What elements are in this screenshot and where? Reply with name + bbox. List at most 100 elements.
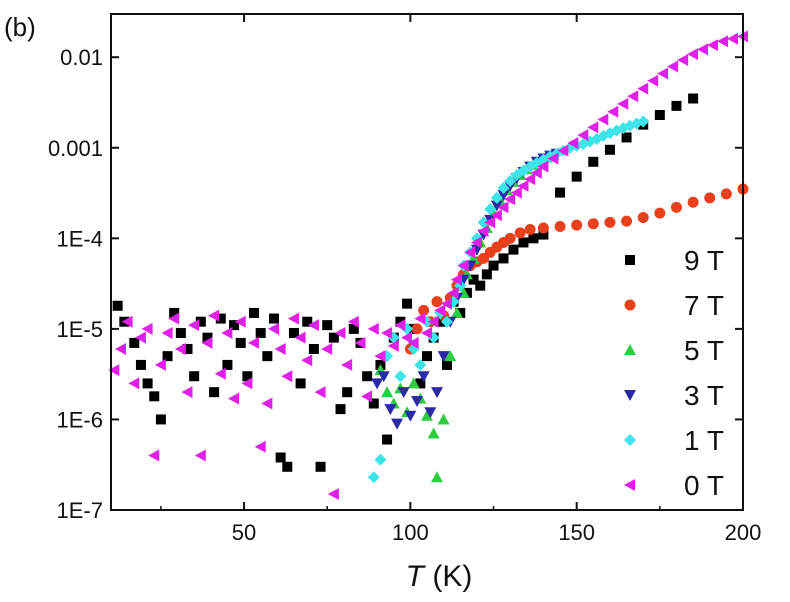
data-point bbox=[371, 378, 384, 390]
data-marks bbox=[108, 30, 749, 501]
series-5t bbox=[374, 149, 560, 483]
data-point bbox=[328, 332, 339, 343]
data-point bbox=[457, 259, 469, 272]
data-point bbox=[727, 32, 739, 45]
data-point bbox=[381, 327, 393, 340]
data-point bbox=[395, 316, 406, 327]
data-point bbox=[194, 449, 206, 462]
data-point bbox=[647, 74, 659, 87]
data-point bbox=[182, 343, 193, 354]
data-point bbox=[249, 307, 260, 318]
data-point bbox=[450, 306, 463, 318]
legend-entry: 0 T bbox=[624, 470, 724, 501]
data-point bbox=[484, 203, 497, 216]
data-point bbox=[497, 201, 509, 214]
data-point bbox=[161, 327, 173, 340]
data-point bbox=[504, 193, 516, 206]
data-point bbox=[431, 296, 443, 308]
data-point bbox=[434, 304, 446, 317]
x-tick-label: 150 bbox=[558, 520, 595, 545]
data-point bbox=[627, 90, 639, 103]
data-point bbox=[354, 336, 366, 349]
data-point bbox=[128, 377, 140, 390]
data-point bbox=[528, 233, 539, 244]
data-point bbox=[121, 315, 133, 328]
data-point bbox=[114, 342, 126, 355]
data-point bbox=[321, 342, 333, 355]
legend-label: 0 T bbox=[684, 470, 724, 501]
legend-marker bbox=[624, 344, 636, 355]
data-point bbox=[470, 236, 482, 249]
data-point bbox=[414, 312, 426, 325]
axes: 50 100 150 200 1E-7 1E-6 1E-5 1E-4 0.001 0.01 bbox=[48, 14, 761, 545]
data-point bbox=[450, 273, 462, 286]
data-point bbox=[384, 404, 397, 416]
data-point bbox=[175, 328, 186, 339]
data-point bbox=[162, 351, 173, 362]
data-point bbox=[141, 322, 153, 335]
data-point bbox=[477, 225, 489, 238]
series-0t bbox=[108, 30, 748, 501]
data-point bbox=[510, 186, 522, 199]
data-point bbox=[188, 319, 200, 332]
legend: 9 T 7 T 5 T 3 T 1 T 0 T bbox=[624, 245, 724, 501]
data-point bbox=[322, 320, 333, 331]
data-point bbox=[587, 121, 599, 134]
data-point bbox=[577, 129, 589, 142]
data-point bbox=[201, 336, 213, 349]
data-point bbox=[427, 315, 439, 328]
data-point bbox=[468, 274, 479, 285]
data-point bbox=[441, 359, 452, 370]
data-point bbox=[202, 332, 213, 343]
data-point bbox=[670, 201, 682, 213]
x-tick-label: 100 bbox=[392, 520, 429, 545]
data-point bbox=[221, 327, 233, 340]
legend-label: 9 T bbox=[684, 245, 724, 276]
legend-marker bbox=[625, 255, 635, 265]
data-point bbox=[377, 371, 390, 383]
data-point bbox=[687, 48, 699, 61]
data-point bbox=[347, 315, 359, 328]
data-point bbox=[607, 105, 619, 118]
data-point bbox=[697, 43, 709, 56]
data-point bbox=[394, 319, 406, 332]
data-point bbox=[437, 351, 450, 363]
data-point bbox=[504, 174, 517, 187]
data-point bbox=[430, 387, 443, 399]
data-point bbox=[637, 115, 650, 128]
data-point bbox=[308, 343, 319, 354]
legend-entry: 5 T bbox=[624, 335, 724, 366]
data-point bbox=[315, 461, 326, 472]
data-point bbox=[142, 378, 153, 389]
data-point bbox=[555, 187, 566, 198]
data-point bbox=[437, 413, 450, 425]
data-point bbox=[497, 181, 510, 194]
data-point bbox=[407, 377, 420, 389]
data-point bbox=[455, 307, 466, 318]
data-point bbox=[490, 200, 503, 212]
data-point bbox=[391, 418, 404, 430]
data-point bbox=[637, 211, 649, 223]
data-point bbox=[411, 395, 424, 407]
data-point bbox=[155, 414, 166, 425]
panel-label: (b) bbox=[4, 12, 36, 42]
data-point bbox=[362, 371, 373, 382]
legend-label: 3 T bbox=[684, 380, 724, 411]
data-point bbox=[288, 328, 299, 339]
data-point bbox=[422, 351, 432, 362]
y-tick-label: 1E-5 bbox=[57, 317, 103, 342]
x-axis-title: T (K) bbox=[406, 560, 473, 593]
data-point bbox=[508, 244, 519, 255]
data-point bbox=[447, 286, 459, 299]
data-point bbox=[374, 350, 386, 363]
data-point bbox=[604, 144, 615, 155]
data-point bbox=[334, 327, 346, 340]
data-point bbox=[603, 127, 616, 140]
data-point bbox=[281, 370, 293, 383]
data-point bbox=[149, 391, 160, 402]
data-point bbox=[301, 354, 313, 367]
data-point bbox=[215, 313, 226, 324]
data-point bbox=[367, 471, 380, 484]
y-tick-label: 0.01 bbox=[60, 45, 103, 70]
data-point bbox=[417, 371, 430, 383]
